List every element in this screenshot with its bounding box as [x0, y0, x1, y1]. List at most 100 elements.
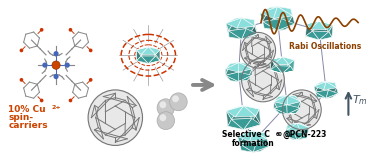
Polygon shape [287, 123, 301, 131]
Polygon shape [226, 106, 243, 117]
Polygon shape [271, 57, 282, 64]
Polygon shape [253, 131, 266, 139]
Text: 60: 60 [276, 132, 282, 137]
Polygon shape [237, 131, 253, 141]
Polygon shape [237, 18, 254, 28]
Circle shape [275, 16, 280, 21]
Circle shape [275, 16, 280, 21]
Polygon shape [262, 19, 281, 30]
Polygon shape [319, 32, 332, 40]
Polygon shape [230, 63, 247, 64]
Polygon shape [155, 50, 160, 61]
Polygon shape [307, 128, 309, 138]
Polygon shape [271, 7, 291, 19]
Polygon shape [249, 139, 266, 152]
Polygon shape [271, 57, 284, 59]
Polygon shape [260, 7, 277, 13]
Polygon shape [274, 16, 293, 30]
Polygon shape [141, 54, 155, 64]
Polygon shape [321, 82, 335, 90]
Polygon shape [246, 116, 261, 129]
Polygon shape [141, 47, 155, 54]
Polygon shape [295, 96, 301, 108]
Polygon shape [225, 64, 230, 75]
Polygon shape [274, 102, 279, 113]
Polygon shape [242, 29, 257, 39]
Polygon shape [237, 26, 254, 39]
Polygon shape [271, 7, 291, 9]
Polygon shape [274, 95, 288, 105]
Polygon shape [225, 64, 239, 75]
Polygon shape [241, 141, 259, 152]
Polygon shape [270, 59, 274, 70]
Polygon shape [297, 133, 307, 140]
Polygon shape [287, 108, 301, 114]
Text: 10% Cu: 10% Cu [8, 105, 46, 114]
Circle shape [69, 28, 72, 32]
Polygon shape [137, 61, 148, 64]
Polygon shape [274, 96, 279, 108]
Polygon shape [239, 63, 252, 72]
Polygon shape [326, 82, 337, 88]
Circle shape [236, 70, 241, 75]
Polygon shape [296, 101, 301, 113]
Polygon shape [264, 18, 284, 30]
Polygon shape [226, 18, 236, 31]
Polygon shape [287, 124, 301, 132]
Circle shape [324, 87, 328, 92]
Polygon shape [329, 25, 333, 37]
Text: @PCN-223: @PCN-223 [282, 130, 327, 139]
Polygon shape [285, 125, 293, 136]
Circle shape [160, 101, 166, 108]
Polygon shape [291, 9, 295, 24]
Circle shape [285, 102, 290, 107]
Polygon shape [314, 86, 324, 97]
Polygon shape [315, 92, 326, 98]
Polygon shape [313, 21, 329, 32]
Polygon shape [315, 90, 328, 98]
Circle shape [157, 99, 175, 117]
Polygon shape [239, 63, 252, 69]
Polygon shape [288, 101, 301, 113]
Polygon shape [274, 96, 287, 108]
Polygon shape [301, 128, 309, 138]
Polygon shape [237, 131, 253, 136]
Polygon shape [335, 83, 338, 94]
Circle shape [239, 26, 244, 31]
Polygon shape [241, 150, 259, 152]
Polygon shape [282, 57, 294, 60]
Polygon shape [137, 50, 141, 61]
Polygon shape [321, 82, 335, 83]
Polygon shape [242, 18, 254, 26]
Polygon shape [293, 132, 307, 140]
Polygon shape [307, 21, 319, 29]
Circle shape [160, 114, 166, 121]
Polygon shape [240, 142, 257, 152]
Polygon shape [241, 106, 259, 109]
Polygon shape [307, 21, 321, 24]
Polygon shape [284, 57, 294, 66]
Polygon shape [287, 130, 301, 140]
Polygon shape [279, 105, 296, 113]
Polygon shape [243, 118, 261, 130]
Polygon shape [279, 95, 295, 96]
Polygon shape [279, 113, 296, 114]
Polygon shape [314, 82, 326, 86]
Polygon shape [277, 19, 295, 30]
Polygon shape [305, 24, 310, 36]
Polygon shape [137, 54, 148, 64]
Polygon shape [274, 95, 287, 102]
Polygon shape [328, 83, 338, 94]
Polygon shape [265, 133, 269, 146]
Polygon shape [262, 7, 281, 21]
Polygon shape [226, 18, 242, 28]
Polygon shape [229, 28, 247, 39]
Polygon shape [225, 75, 239, 82]
Circle shape [285, 102, 290, 107]
Polygon shape [247, 26, 257, 39]
Circle shape [317, 28, 322, 33]
Polygon shape [260, 13, 274, 28]
Polygon shape [137, 47, 148, 56]
Circle shape [88, 90, 143, 145]
Polygon shape [277, 7, 293, 16]
